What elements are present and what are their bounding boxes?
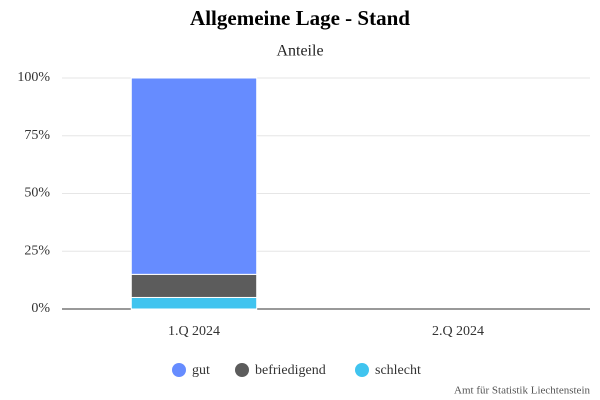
chart-subtitle: Anteile: [276, 43, 323, 60]
legend-marker: [235, 363, 249, 377]
y-tick-label: 50%: [24, 186, 50, 201]
y-tick-label: 25%: [24, 243, 50, 258]
bar-segment: [130, 273, 258, 298]
legend-marker: [172, 363, 186, 377]
y-tick-label: 0%: [31, 301, 50, 316]
chart-title: Allgemeine Lage - Stand: [190, 6, 410, 30]
x-tick-label: 2.Q 2024: [432, 324, 484, 339]
y-tick-label: 100%: [17, 70, 50, 85]
credits: Amt für Statistik Liechtenstein: [454, 385, 590, 397]
legend-label: gut: [192, 363, 210, 378]
x-tick-label: 1.Q 2024: [168, 324, 220, 339]
bar-segment: [130, 77, 258, 275]
bar-segment: [130, 296, 258, 310]
legend-label: befriedigend: [255, 363, 326, 378]
legend-label: schlecht: [375, 363, 421, 378]
y-tick-label: 75%: [24, 128, 50, 143]
legend-marker: [355, 363, 369, 377]
